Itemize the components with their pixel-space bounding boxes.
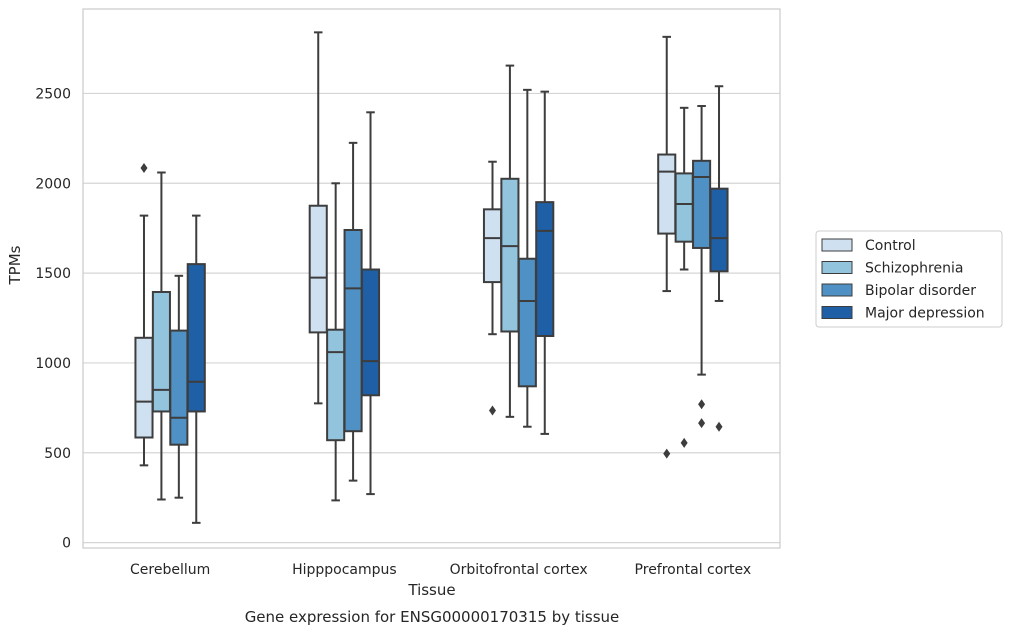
box	[535, 201, 555, 337]
box-group	[308, 31, 328, 405]
box-group	[134, 163, 154, 467]
box-group	[482, 160, 503, 416]
y-tick-label: 1500	[35, 266, 71, 282]
legend-items: Control Schizophrenia Bipolar disorder Majo…	[821, 238, 985, 322]
outlier-point	[663, 448, 671, 459]
box-group	[517, 88, 537, 428]
box-group	[500, 64, 520, 418]
box	[692, 159, 712, 249]
x-tick-label: Cerebellum	[130, 562, 210, 578]
box-group	[692, 105, 712, 429]
box	[308, 204, 328, 334]
y-tick-label: 1000	[35, 356, 71, 372]
y-tick-label: 2000	[35, 176, 71, 192]
legend-label: Control	[865, 238, 916, 254]
box	[500, 177, 520, 333]
box	[134, 336, 154, 439]
plot-frame	[82, 8, 781, 549]
legend-label: Schizophrenia	[865, 261, 963, 277]
box-group	[674, 106, 694, 448]
box-group	[535, 90, 555, 435]
y-tick-label: 2500	[35, 86, 71, 102]
box	[709, 187, 729, 273]
x-tick-label: Prefrontal cortex	[635, 562, 752, 578]
outlier-point	[488, 405, 496, 416]
box-group	[343, 141, 363, 482]
box	[326, 328, 346, 442]
box	[151, 290, 171, 413]
outlier-point	[140, 163, 148, 174]
figure-caption: Gene expression for ENSG00000170315 by t…	[245, 608, 620, 626]
legend-swatch	[821, 283, 853, 297]
box-group	[709, 85, 729, 432]
outlier-point	[698, 399, 706, 410]
y-tick-labels: 0 500 1000 1500 2000 2500	[35, 86, 71, 551]
outlier-point	[698, 418, 706, 429]
box	[517, 257, 537, 388]
box-group	[186, 214, 206, 524]
box-group	[151, 171, 171, 501]
x-tick-labels: Cerebellum Hipppocampus Orbitofrontal cort…	[130, 562, 751, 578]
box	[186, 263, 206, 413]
box-group	[657, 35, 677, 459]
box	[482, 208, 503, 284]
legend-label: Bipolar disorder	[865, 283, 976, 299]
box-group	[360, 111, 381, 496]
x-axis-title: Tissue	[407, 581, 455, 599]
y-tick-label: 0	[62, 536, 71, 552]
y-axis-title: TPMs	[6, 245, 24, 285]
legend: Control Schizophrenia Bipolar disorder Majo…	[815, 230, 1003, 328]
outlier-point	[680, 437, 688, 448]
outlier-point	[715, 421, 723, 432]
legend-label: Major depression	[865, 306, 985, 322]
box	[657, 153, 677, 235]
box	[674, 172, 694, 243]
box-group	[169, 274, 189, 499]
box-series	[134, 31, 729, 524]
x-tick-label: Hipppocampus	[292, 562, 397, 578]
box	[169, 329, 189, 446]
legend-frame	[815, 230, 1003, 328]
y-tick-label: 500	[44, 446, 71, 462]
legend-swatch	[821, 261, 853, 274]
legend-swatch	[821, 306, 853, 319]
box	[343, 228, 363, 433]
x-tick-label: Orbitofrontal cortex	[450, 562, 588, 578]
box	[360, 268, 381, 397]
legend-swatch	[821, 238, 853, 252]
